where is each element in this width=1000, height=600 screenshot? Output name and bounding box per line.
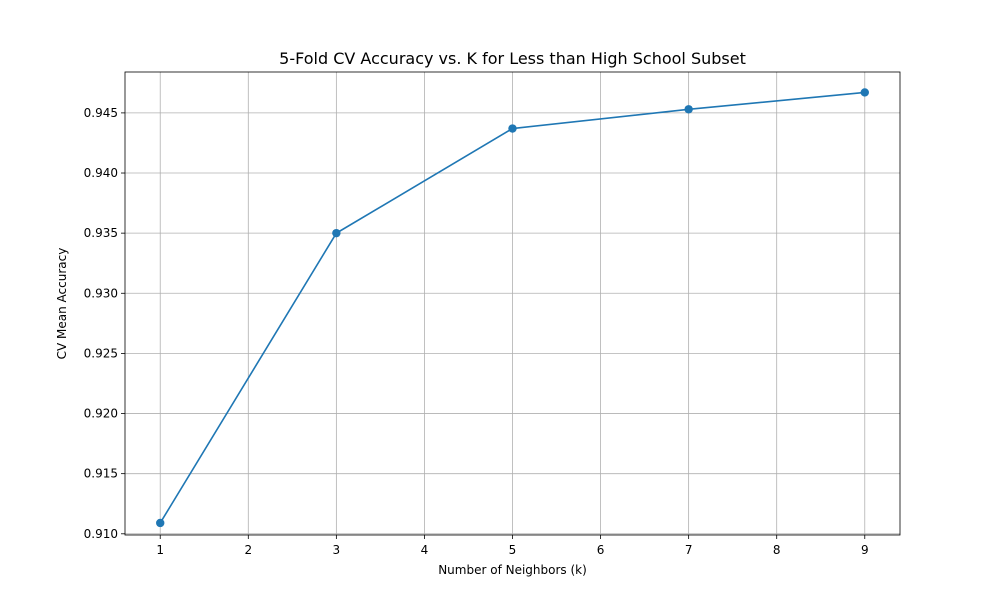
x-tick-label: 6 <box>597 543 605 557</box>
x-tick-label: 4 <box>421 543 429 557</box>
y-tick-label: 0.910 <box>84 527 118 541</box>
data-point <box>156 518 165 528</box>
y-tick-label: 0.915 <box>84 467 118 481</box>
x-tick-label: 8 <box>773 543 781 557</box>
chart-title: 5-Fold CV Accuracy vs. K for Less than H… <box>279 49 746 68</box>
x-tick-label: 5 <box>509 543 517 557</box>
y-axis-label: CV Mean Accuracy <box>55 248 69 360</box>
y-tick-label: 0.920 <box>84 407 118 421</box>
x-tick-label: 2 <box>244 543 252 557</box>
y-tick-label: 0.925 <box>84 346 118 360</box>
x-tick-label: 9 <box>861 543 869 557</box>
x-tick-label: 1 <box>156 543 164 557</box>
y-tick-label: 0.940 <box>84 166 118 180</box>
x-tick-label: 3 <box>333 543 341 557</box>
y-tick-label: 0.930 <box>84 286 118 300</box>
data-point <box>332 228 341 238</box>
grid-lines <box>125 72 900 535</box>
data-point <box>684 105 693 114</box>
data-point <box>860 88 869 97</box>
y-tick-label: 0.945 <box>84 106 118 120</box>
y-tick-label: 0.935 <box>84 226 118 240</box>
axis-ticks: 1 2 3 4 5 6 7 8 9 0.910 0.915 0.920 0.925 0.930 0.935 0… <box>84 106 869 557</box>
x-tick-label: 7 <box>685 543 693 557</box>
x-axis-label: Number of Neighbors (k) <box>438 563 587 577</box>
data-series <box>156 88 869 528</box>
data-point <box>508 124 517 133</box>
